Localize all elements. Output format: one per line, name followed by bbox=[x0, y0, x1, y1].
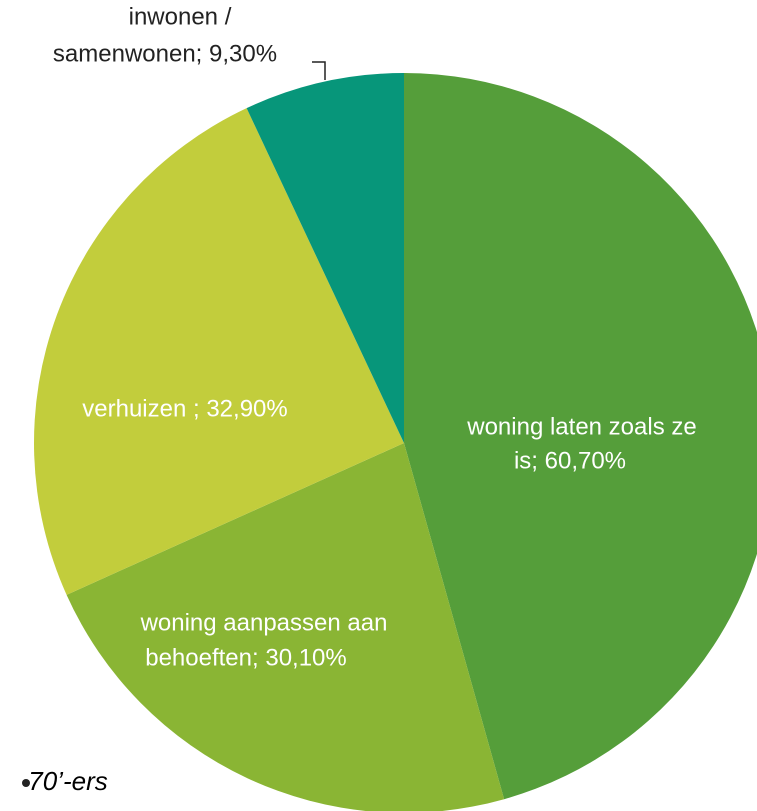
pie-slice bbox=[34, 108, 405, 595]
leader-line bbox=[312, 61, 326, 80]
data-label: inwonen / bbox=[129, 3, 232, 30]
data-label: woning aanpassen aan bbox=[140, 609, 388, 636]
pie-slice bbox=[246, 73, 404, 443]
data-label: behoeften; 30,10% bbox=[145, 644, 347, 671]
data-label: is; 60,70% bbox=[514, 447, 626, 474]
note: 70’-ers bbox=[28, 766, 107, 796]
data-label: samenwonen; 9,30% bbox=[53, 40, 277, 67]
data-label: woning laten zoals ze bbox=[466, 413, 696, 440]
data-label: verhuizen ; 32,90% bbox=[82, 395, 287, 422]
pie-slice bbox=[66, 443, 505, 811]
bullet bbox=[22, 779, 30, 787]
pie-slice bbox=[404, 73, 757, 800]
